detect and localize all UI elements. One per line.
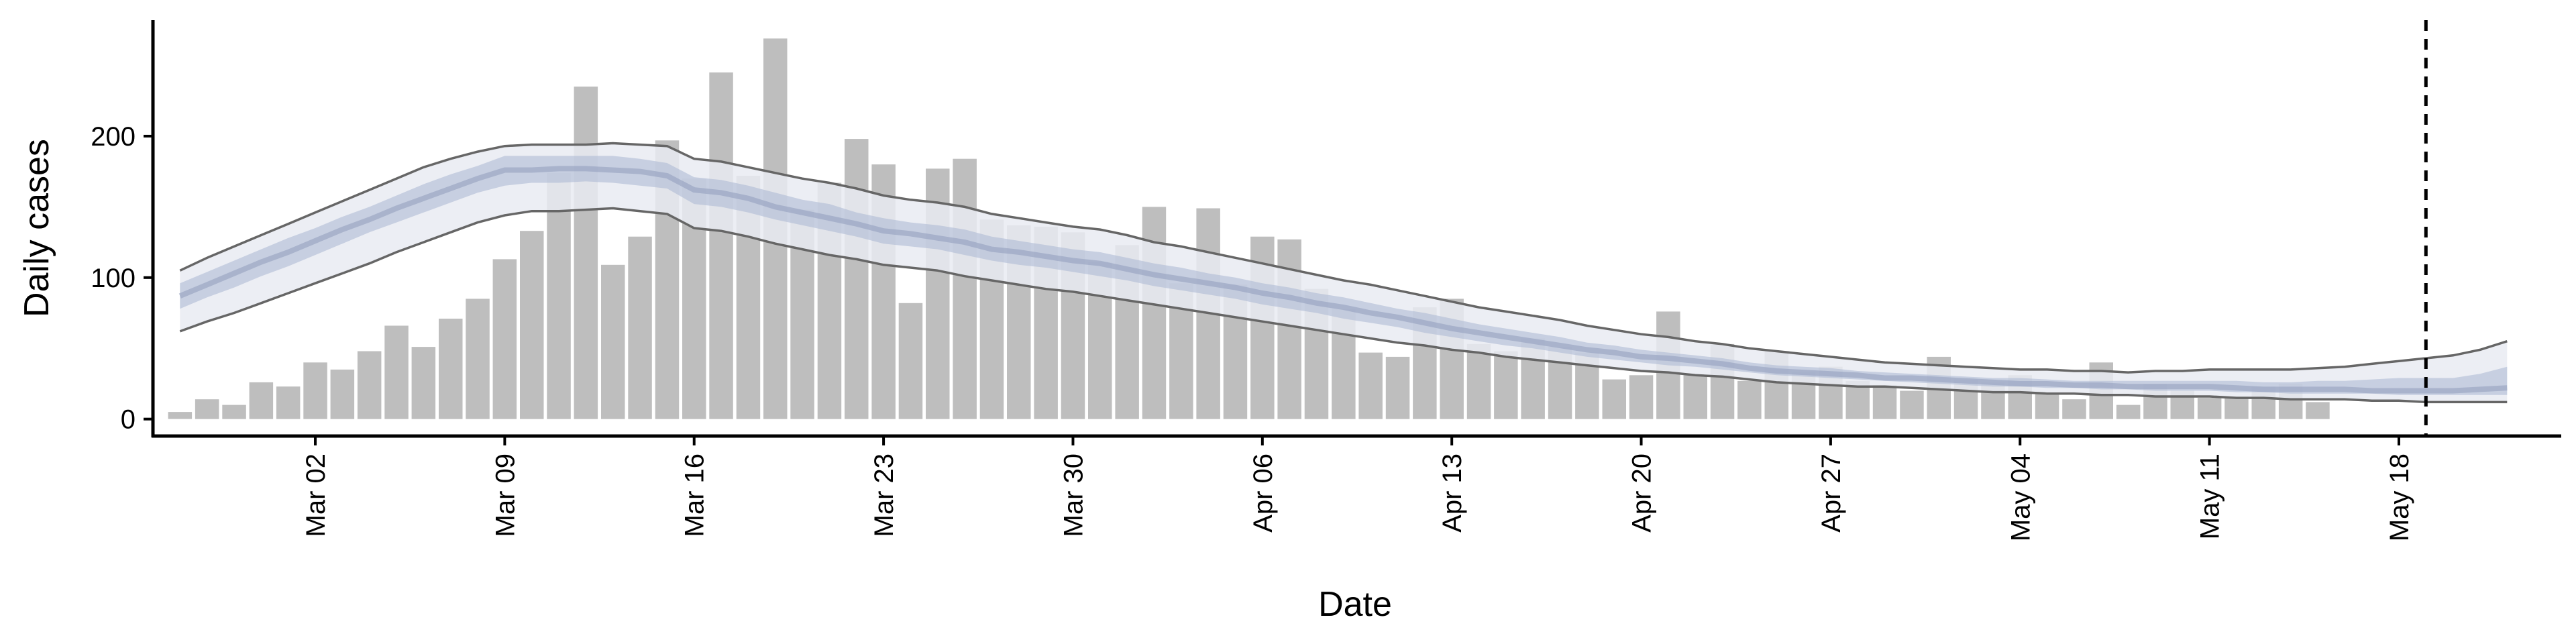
bar <box>330 369 355 419</box>
bar <box>601 264 625 419</box>
bar <box>1385 356 1410 419</box>
bar <box>845 139 869 419</box>
bar <box>709 72 733 419</box>
x-tick-label: Apr 06 <box>1248 453 1278 533</box>
median-line <box>178 166 2508 394</box>
axes: 0 100 200 Mar 02 Mar 09 Mar 16 Mar 23 Mar 30 Ap… <box>91 20 2561 541</box>
bar <box>953 158 977 419</box>
x-tick-label: Mar 02 <box>301 453 331 537</box>
inner-interval-band <box>180 156 2508 395</box>
bar <box>1683 375 1707 419</box>
bar <box>357 351 382 419</box>
bar <box>2116 405 2141 419</box>
bar <box>1629 375 1654 419</box>
bar <box>303 362 327 419</box>
bar <box>520 231 544 419</box>
bar <box>547 172 571 419</box>
bar-series <box>168 38 2330 419</box>
bar <box>168 412 193 419</box>
bar <box>249 382 274 419</box>
x-tick-label: May 11 <box>2196 453 2225 539</box>
bar <box>384 325 409 419</box>
bar <box>276 386 301 419</box>
bar <box>1358 352 1383 419</box>
x-tick-label: Mar 30 <box>1059 453 1089 537</box>
bar <box>439 319 463 419</box>
bar <box>411 347 436 419</box>
bar <box>1872 385 1897 419</box>
bar <box>2035 393 2059 419</box>
y-tick-label: 100 <box>91 264 136 293</box>
bar <box>1494 351 1518 419</box>
x-tick-label: May 04 <box>2006 453 2035 541</box>
x-tick-label: Mar 23 <box>869 453 899 537</box>
bar <box>2306 402 2330 419</box>
bar <box>195 399 219 419</box>
bar <box>1900 390 1924 419</box>
x-tick-label: May 18 <box>2385 453 2414 541</box>
bar <box>574 87 598 419</box>
x-tick-label: Mar 16 <box>680 453 710 537</box>
lower-bound-line <box>179 207 2508 404</box>
bar <box>898 303 923 419</box>
bar <box>222 405 246 419</box>
y-tick-label: 0 <box>121 405 136 435</box>
x-tick-label: Apr 13 <box>1438 453 1467 533</box>
x-tick-label: Mar 09 <box>490 453 520 537</box>
bar <box>492 259 517 419</box>
y-axis-title: Daily cases <box>17 139 56 317</box>
y-tick-label: 200 <box>91 122 136 152</box>
x-tick-label: Apr 20 <box>1627 453 1657 533</box>
upper-bound-line <box>179 142 2508 374</box>
bar <box>466 299 490 419</box>
bar <box>628 236 652 419</box>
x-tick-label: Apr 27 <box>1817 453 1846 533</box>
bar <box>1737 380 1762 419</box>
bar <box>2062 399 2086 419</box>
nowcast-bands <box>178 142 2508 404</box>
bar <box>1602 379 1626 419</box>
bar <box>2197 398 2222 419</box>
x-axis-title: Date <box>1318 585 1392 624</box>
bar <box>1466 343 1491 419</box>
y-ticks: 0 100 200 <box>91 122 153 435</box>
x-ticks: Mar 02 Mar 09 Mar 16 Mar 23 Mar 30 Apr 06 Apr … <box>301 436 2414 541</box>
bar <box>1142 207 1167 419</box>
bar <box>2224 396 2249 419</box>
